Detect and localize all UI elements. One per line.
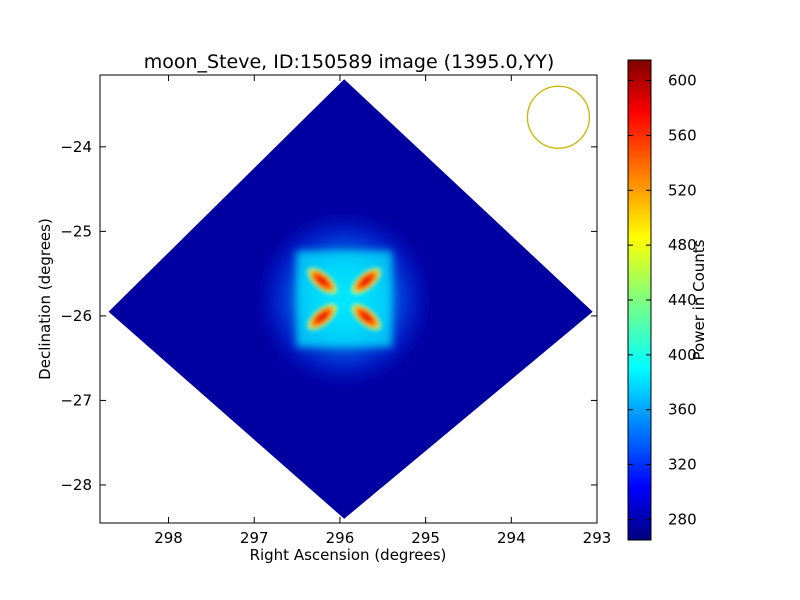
- source-lobe: [349, 302, 383, 332]
- colorbar-tick-label: 600: [668, 72, 697, 90]
- x-tick-label: 297: [240, 529, 269, 547]
- x-tick-label: 294: [497, 529, 526, 547]
- y-axis-label: Declination (degrees): [36, 218, 54, 380]
- source-core: [296, 251, 393, 347]
- x-axis: 298 297 296 295 294 293: [154, 75, 611, 547]
- source-emission: [249, 204, 440, 394]
- colorbar-tick-label: 440: [668, 291, 697, 309]
- colorbar-tick-label: 480: [668, 236, 697, 254]
- colorbar-tick-label: 320: [668, 456, 697, 474]
- x-axis-label: Right Ascension (degrees): [250, 546, 447, 564]
- source-lobe: [305, 302, 339, 332]
- plot-area: [108, 79, 593, 519]
- colorbar-tick-label: 520: [668, 181, 697, 199]
- y-tick-label: −25: [60, 222, 92, 240]
- x-tick-label: 298: [154, 529, 183, 547]
- chart-title: moon_Steve, ID:150589 image (1395.0,YY): [144, 51, 555, 73]
- y-tick-label: −28: [60, 476, 92, 494]
- y-tick-label: −27: [60, 391, 92, 409]
- colorbar-tick-label: 560: [668, 126, 697, 144]
- colorbar-tick-label: 360: [668, 401, 697, 419]
- x-tick-label: 296: [326, 529, 355, 547]
- x-tick-label: 293: [583, 529, 612, 547]
- beam-circle: [526, 85, 591, 149]
- colorbar-tick-label: 280: [668, 510, 697, 528]
- colorbar: 280 320 360 400 440 480 520 560 600 Power in Cou…: [627, 59, 708, 541]
- colorbar-tick-label: 400: [668, 346, 697, 364]
- colorbar-label: Power in Counts: [690, 239, 708, 360]
- x-tick-label: 295: [411, 529, 440, 547]
- source-lobe: [349, 266, 383, 296]
- source-lobe: [305, 266, 339, 296]
- y-tick-label: −24: [60, 138, 92, 156]
- y-axis: −24 −25 −26 −27 −28: [60, 138, 597, 494]
- y-tick-label: −26: [60, 307, 92, 325]
- plot-frame: [99, 74, 598, 524]
- colorbar-ticks: 280 320 360 400 440 480 520 560 600: [628, 72, 697, 528]
